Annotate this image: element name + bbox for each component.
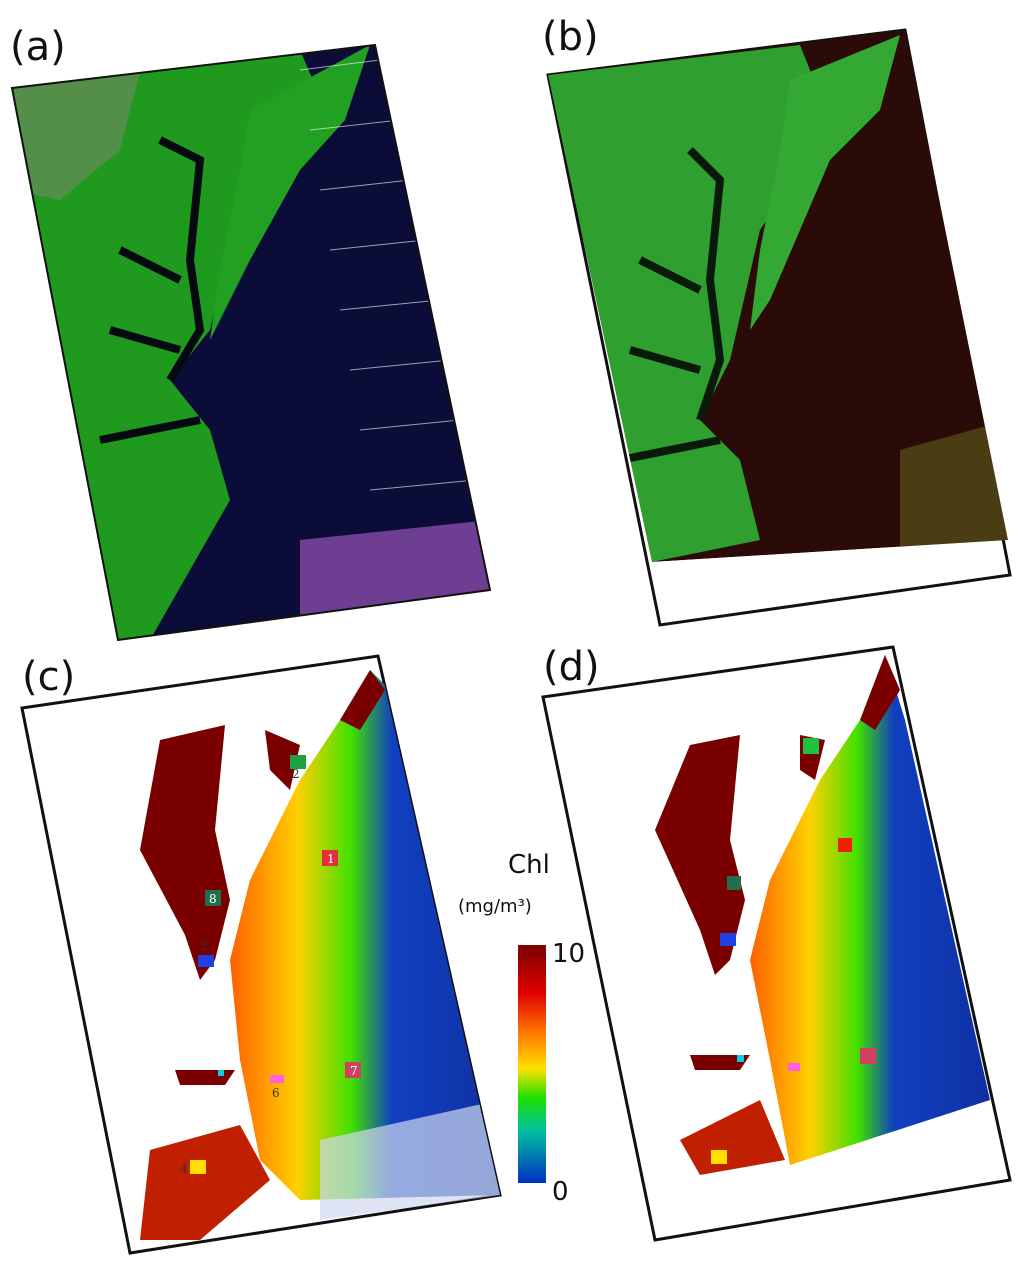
panel-label: (b): [542, 14, 599, 60]
station-label: 6: [272, 1086, 280, 1100]
colorbar-min: 0: [552, 1177, 569, 1207]
satellite-image-b: [548, 30, 1008, 562]
station-label: 1: [327, 852, 335, 866]
station-label: 8: [209, 892, 217, 906]
station-label: 4: [180, 1162, 188, 1176]
panel-label: (a): [10, 24, 66, 70]
panel-label: (c): [22, 654, 75, 700]
station-label: 7: [350, 1064, 358, 1078]
colorbar-title: Chl: [508, 850, 550, 880]
panel-label: (d): [543, 644, 600, 690]
station-markers-d: [711, 738, 876, 1164]
satellite-image-a: [12, 45, 490, 640]
station-markers-c: [190, 755, 361, 1174]
colorbar-max: 10: [552, 939, 585, 969]
colorbar-units: (mg/m³): [458, 896, 532, 917]
frame-a: [10, 43, 492, 642]
chl-map-d: [655, 655, 990, 1175]
station-label: 2: [292, 767, 300, 781]
station-label: 3: [200, 939, 208, 953]
colorbar: [518, 945, 546, 1183]
chl-map-c: [140, 670, 500, 1240]
